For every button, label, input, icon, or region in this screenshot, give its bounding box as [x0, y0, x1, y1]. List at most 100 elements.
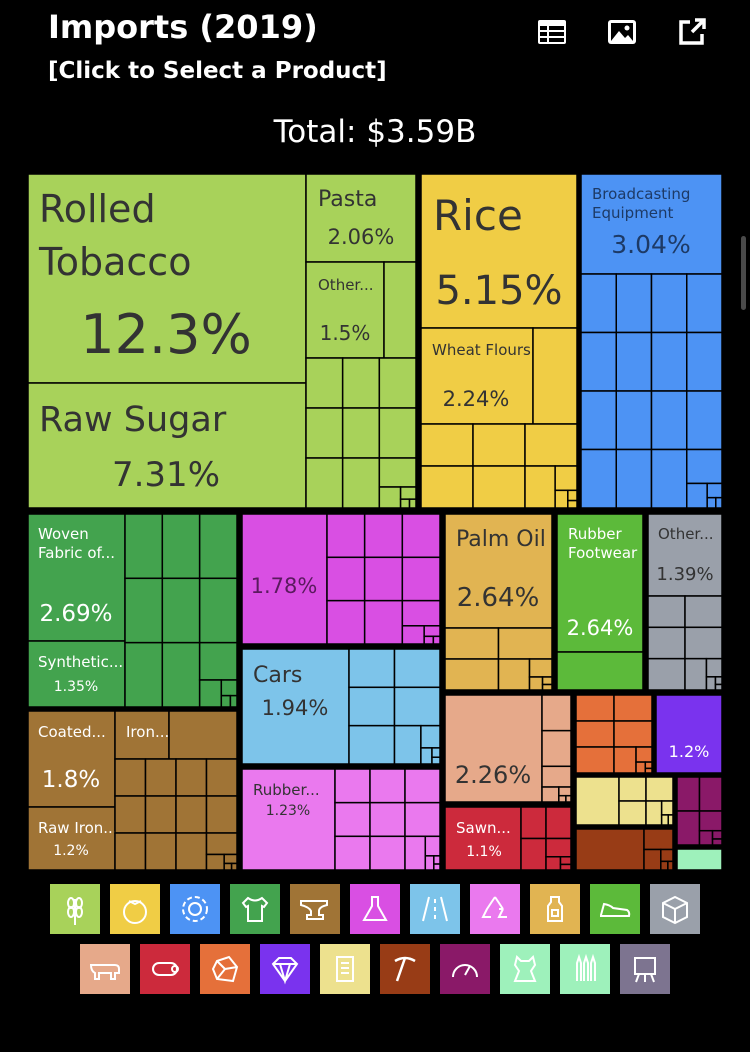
treemap-minor-tile[interactable] [326, 513, 366, 559]
treemap-minor-tile[interactable] [711, 838, 723, 846]
treemap-minor-tile[interactable] [684, 657, 708, 691]
treemap-minor-tile[interactable] [497, 658, 531, 691]
category-mineral-products-rock-icon[interactable] [200, 944, 250, 994]
treemap-minor-tile[interactable] [528, 676, 544, 691]
treemap-minor-tile[interactable] [698, 776, 723, 812]
treemap-minor-tile[interactable] [431, 747, 441, 758]
treemap-minor-tile[interactable] [404, 801, 441, 838]
treemap-minor-tile[interactable] [401, 625, 425, 645]
treemap-minor-tile[interactable] [305, 407, 344, 459]
treemap-minor-tile[interactable] [647, 595, 686, 629]
treemap-minor-tile[interactable] [124, 513, 164, 580]
treemap-minor-tile[interactable] [334, 835, 371, 871]
share-icon[interactable] [674, 14, 710, 50]
treemap-minor-tile[interactable] [558, 794, 567, 803]
treemap-minor-tile[interactable] [408, 498, 417, 509]
treemap-minor-tile[interactable] [378, 357, 417, 409]
tile-synthetic[interactable] [27, 640, 126, 708]
treemap-minor-tile[interactable] [541, 729, 572, 768]
treemap-minor-tile[interactable] [378, 407, 417, 459]
treemap-minor-tile[interactable] [144, 758, 177, 797]
table-icon[interactable] [534, 14, 570, 50]
treemap-minor-tile[interactable] [575, 694, 615, 722]
treemap-minor-tile[interactable] [647, 657, 686, 691]
treemap-minor-tile[interactable] [644, 767, 653, 774]
treemap-minor-tile[interactable] [575, 828, 645, 871]
treemap-minor-tile[interactable] [424, 855, 435, 871]
category-precious-metals-diamond-icon[interactable] [260, 944, 310, 994]
treemap-minor-tile[interactable] [686, 390, 723, 451]
treemap-minor-tile[interactable] [643, 848, 662, 871]
treemap-minor-tile[interactable] [575, 776, 620, 826]
treemap-minor-tile[interactable] [168, 710, 238, 760]
category-footwear-headwear-sneaker-icon[interactable] [590, 884, 640, 934]
treemap-minor-tile[interactable] [645, 800, 663, 826]
treemap-minor-tile[interactable] [613, 720, 653, 748]
treemap-minor-tile[interactable] [541, 694, 572, 732]
treemap-minor-tile[interactable] [698, 810, 723, 832]
treemap-minor-tile[interactable] [341, 407, 381, 459]
treemap-minor-tile[interactable] [705, 676, 717, 691]
treemap-minor-tile[interactable] [643, 828, 674, 851]
treemap-minor-tile[interactable] [144, 832, 177, 871]
treemap-minor-tile[interactable] [580, 448, 617, 509]
treemap-minor-tile[interactable] [520, 806, 547, 840]
treemap-minor-tile[interactable] [401, 556, 441, 602]
tile-rubber-footwear[interactable] [556, 513, 644, 653]
treemap-minor-tile[interactable] [676, 810, 701, 846]
tile-rubber[interactable] [241, 768, 336, 871]
treemap-minor-tile[interactable] [575, 746, 615, 774]
treemap-minor-tile[interactable] [528, 658, 553, 678]
treemap-minor-tile[interactable] [334, 768, 371, 804]
treemap-minor-tile[interactable] [399, 498, 411, 509]
category-animal-vegetable-bi-products-bottle-icon[interactable] [530, 884, 580, 934]
treemap-minor-tile[interactable] [433, 855, 441, 865]
treemap-minor-tile[interactable] [393, 686, 441, 727]
tile-pasta[interactable] [305, 173, 417, 263]
tile-iron[interactable] [114, 710, 170, 760]
treemap-minor-tile[interactable] [686, 448, 723, 485]
treemap-minor-tile[interactable] [444, 658, 500, 691]
treemap-minor-tile[interactable] [711, 829, 723, 840]
treemap-minor-tile[interactable] [706, 482, 723, 499]
treemap-minor-tile[interactable] [326, 556, 366, 602]
treemap-minor-tile[interactable] [433, 863, 441, 871]
treemap-minor-tile[interactable] [650, 390, 688, 451]
treemap-minor-tile[interactable] [198, 679, 223, 708]
treemap-minor-tile[interactable] [705, 657, 723, 678]
treemap-minor-tile[interactable] [420, 747, 433, 765]
treemap-minor-tile[interactable] [369, 835, 406, 871]
treemap-minor-tile[interactable] [580, 390, 617, 451]
treemap-minor-tile[interactable] [635, 761, 647, 774]
treemap-minor-tile[interactable] [378, 457, 417, 488]
treemap-minor-tile[interactable] [618, 776, 647, 802]
treemap-minor-tile[interactable] [326, 599, 366, 645]
treemap-minor-tile[interactable] [650, 273, 688, 334]
treemap-minor-tile[interactable] [198, 577, 238, 644]
treemap-minor-tile[interactable] [369, 801, 406, 838]
treemap-minor-tile[interactable] [545, 837, 572, 858]
treemap-minor-tile[interactable] [161, 513, 201, 580]
treemap-minor-tile[interactable] [554, 465, 578, 492]
treemap-minor-tile[interactable] [124, 641, 164, 708]
treemap-minor-tile[interactable] [615, 390, 653, 451]
treemap-minor-tile[interactable] [348, 648, 396, 689]
treemap-minor-tile[interactable] [205, 832, 238, 856]
category-chemical-products-flask-icon[interactable] [350, 884, 400, 934]
treemap-minor-tile[interactable] [363, 513, 404, 559]
treemap-minor-tile[interactable] [714, 676, 723, 686]
treemap-minor-tile[interactable] [556, 651, 644, 691]
treemap-minor-tile[interactable] [348, 686, 396, 727]
treemap-minor-tile[interactable] [645, 776, 674, 802]
category-paper-goods-scroll-icon[interactable] [320, 944, 370, 994]
category-transportation-road-icon[interactable] [410, 884, 460, 934]
treemap-minor-tile[interactable] [686, 273, 723, 334]
treemap-minor-tile[interactable] [198, 641, 238, 681]
treemap-minor-tile[interactable] [686, 331, 723, 392]
treemap-minor-tile[interactable] [635, 746, 653, 763]
category-wood-products-log-icon[interactable] [140, 944, 190, 994]
treemap-minor-tile[interactable] [348, 724, 396, 765]
treemap-minor-tile[interactable] [698, 829, 714, 846]
treemap-minor-tile[interactable] [686, 482, 708, 509]
treemap-minor-tile[interactable] [520, 837, 547, 871]
